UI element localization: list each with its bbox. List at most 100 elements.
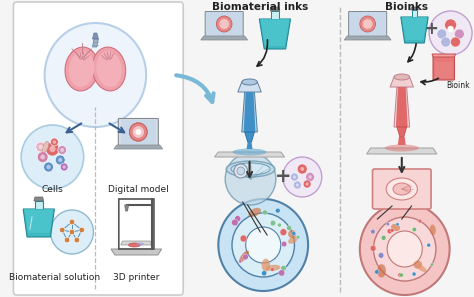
- FancyBboxPatch shape: [13, 2, 183, 295]
- Circle shape: [455, 29, 464, 39]
- Circle shape: [293, 176, 296, 178]
- Circle shape: [283, 157, 322, 197]
- Ellipse shape: [417, 264, 427, 272]
- Circle shape: [69, 229, 75, 235]
- Circle shape: [219, 199, 308, 291]
- Polygon shape: [24, 209, 54, 233]
- Ellipse shape: [248, 208, 261, 217]
- Circle shape: [51, 210, 93, 254]
- Circle shape: [281, 266, 286, 271]
- Circle shape: [292, 232, 296, 236]
- Ellipse shape: [226, 161, 275, 177]
- Circle shape: [58, 146, 66, 154]
- Circle shape: [418, 219, 422, 223]
- Ellipse shape: [386, 178, 418, 200]
- Circle shape: [60, 163, 68, 171]
- Polygon shape: [410, 7, 419, 10]
- Circle shape: [262, 271, 267, 276]
- Circle shape: [412, 272, 416, 276]
- Circle shape: [58, 158, 63, 162]
- Circle shape: [391, 228, 394, 232]
- Circle shape: [129, 123, 147, 141]
- Polygon shape: [396, 87, 408, 127]
- Polygon shape: [245, 132, 255, 142]
- Text: Biomaterial inks: Biomaterial inks: [212, 2, 309, 12]
- Circle shape: [246, 227, 281, 263]
- Ellipse shape: [239, 250, 249, 262]
- Polygon shape: [244, 92, 255, 132]
- Polygon shape: [367, 148, 437, 154]
- Text: Bioink: Bioink: [447, 80, 470, 89]
- Polygon shape: [92, 33, 98, 39]
- Ellipse shape: [288, 236, 297, 244]
- Polygon shape: [394, 87, 410, 127]
- Circle shape: [427, 243, 430, 247]
- Circle shape: [280, 229, 287, 236]
- Polygon shape: [344, 36, 391, 40]
- Text: +: +: [274, 168, 291, 187]
- Circle shape: [293, 181, 301, 189]
- Circle shape: [37, 151, 48, 162]
- Text: Cells: Cells: [42, 184, 64, 194]
- Circle shape: [46, 142, 59, 156]
- Circle shape: [308, 175, 312, 179]
- Circle shape: [129, 123, 147, 141]
- Ellipse shape: [394, 74, 410, 80]
- Polygon shape: [398, 137, 406, 145]
- Polygon shape: [271, 11, 279, 19]
- Circle shape: [234, 164, 247, 178]
- Ellipse shape: [92, 47, 126, 91]
- Circle shape: [398, 273, 402, 277]
- Circle shape: [45, 23, 146, 127]
- Circle shape: [445, 19, 456, 31]
- Polygon shape: [242, 92, 257, 132]
- Circle shape: [46, 165, 51, 169]
- Circle shape: [303, 180, 311, 188]
- Circle shape: [378, 252, 384, 258]
- Polygon shape: [34, 197, 44, 201]
- Circle shape: [132, 126, 144, 138]
- Circle shape: [51, 138, 58, 146]
- Circle shape: [263, 210, 267, 215]
- Circle shape: [386, 222, 390, 226]
- Ellipse shape: [69, 51, 94, 87]
- Circle shape: [237, 167, 245, 175]
- Ellipse shape: [377, 264, 386, 277]
- Circle shape: [291, 173, 298, 181]
- Circle shape: [36, 142, 46, 152]
- Circle shape: [387, 229, 392, 234]
- Circle shape: [240, 235, 247, 242]
- Circle shape: [374, 270, 379, 274]
- Text: Biomaterial solution: Biomaterial solution: [9, 273, 100, 282]
- Ellipse shape: [262, 259, 270, 272]
- Circle shape: [277, 223, 282, 227]
- Circle shape: [225, 153, 276, 205]
- FancyBboxPatch shape: [435, 62, 453, 78]
- Circle shape: [53, 140, 56, 144]
- Circle shape: [235, 216, 241, 222]
- Text: Bioinks: Bioinks: [385, 2, 428, 12]
- Circle shape: [430, 263, 433, 266]
- Circle shape: [55, 155, 65, 165]
- Circle shape: [270, 220, 276, 226]
- FancyBboxPatch shape: [205, 12, 243, 37]
- Circle shape: [271, 268, 274, 271]
- Circle shape: [232, 213, 294, 277]
- Circle shape: [387, 231, 422, 267]
- Circle shape: [132, 126, 144, 138]
- Circle shape: [60, 148, 64, 152]
- Circle shape: [59, 227, 65, 233]
- Circle shape: [79, 227, 84, 233]
- Circle shape: [363, 19, 373, 29]
- Ellipse shape: [288, 230, 296, 238]
- Circle shape: [217, 16, 232, 32]
- Ellipse shape: [430, 225, 436, 235]
- Polygon shape: [214, 152, 285, 157]
- Circle shape: [360, 203, 450, 295]
- Polygon shape: [125, 205, 128, 211]
- Ellipse shape: [393, 183, 410, 195]
- Circle shape: [74, 237, 80, 243]
- Circle shape: [381, 236, 386, 240]
- Circle shape: [412, 227, 417, 232]
- FancyBboxPatch shape: [433, 56, 455, 80]
